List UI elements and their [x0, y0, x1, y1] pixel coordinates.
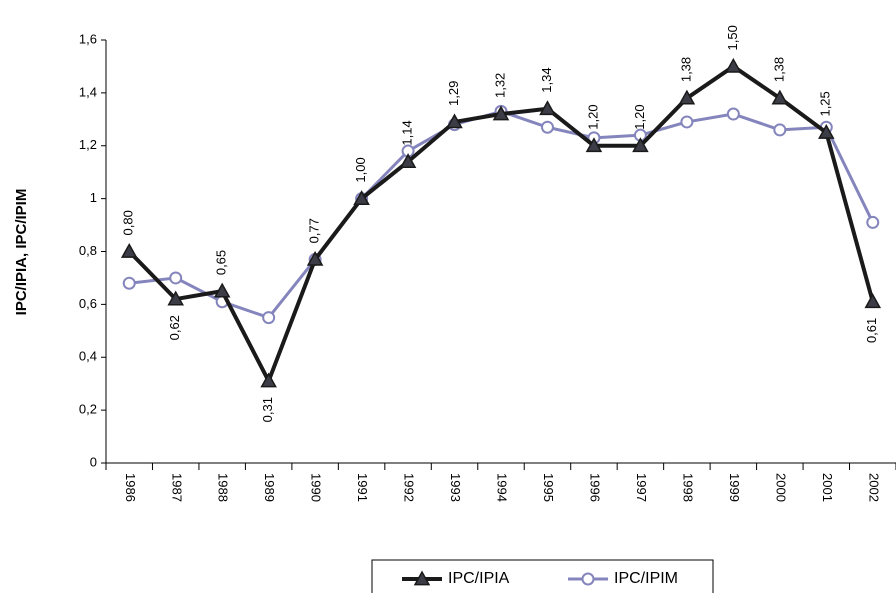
- data-point: [167, 290, 184, 306]
- data-point: [213, 282, 231, 298]
- data-label: 0,65: [214, 250, 229, 275]
- y-tick-label: 0,6: [79, 296, 97, 311]
- data-point: [725, 57, 742, 73]
- y-tick-label: 0,8: [79, 243, 97, 258]
- data-point: [866, 215, 880, 229]
- x-tick-label: 2001: [820, 473, 835, 502]
- legend-label: IPC/IPIA: [448, 570, 510, 587]
- data-point: [818, 123, 835, 139]
- x-tick-label: 2002: [866, 473, 881, 502]
- data-label: 1,34: [539, 67, 554, 92]
- data-point: [632, 137, 649, 153]
- data-point: [540, 120, 554, 134]
- y-tick-label: 1,2: [79, 137, 97, 152]
- data-point: [539, 100, 556, 116]
- data-point: [680, 115, 694, 129]
- data-point: [399, 153, 417, 168]
- x-tick-label: 1996: [588, 473, 603, 502]
- data-point: [169, 271, 183, 285]
- x-tick-label: 1994: [495, 473, 510, 502]
- series-line: [129, 109, 875, 320]
- legend-label: IPC/IPIM: [614, 570, 678, 587]
- data-point: [306, 250, 324, 266]
- data-label: 1,50: [725, 25, 740, 50]
- data-label: 1,25: [818, 91, 833, 116]
- data-label: 1,14: [399, 120, 414, 145]
- legend-box: [371, 559, 714, 593]
- y-tick-label: 0,4: [79, 349, 97, 364]
- data-point: [446, 113, 463, 129]
- x-tick-label: 1997: [634, 473, 649, 502]
- data-label: 1,29: [446, 81, 461, 106]
- data-point: [260, 372, 277, 388]
- x-tick-label: 1986: [123, 473, 138, 502]
- data-point: [492, 105, 510, 121]
- x-tick-label: 1992: [402, 473, 417, 502]
- data-label: 0,77: [307, 218, 322, 243]
- x-tick-label: 1990: [309, 473, 324, 502]
- data-label: 1,20: [632, 104, 647, 129]
- legend-marker: [581, 572, 595, 586]
- x-tick-label: 1999: [727, 473, 742, 502]
- y-axis-label: IPC/IPIA, IPC/IPIM: [13, 189, 30, 316]
- data-point: [353, 190, 370, 205]
- data-label: 0,62: [167, 315, 182, 340]
- data-point: [771, 89, 789, 105]
- x-tick-label: 2000: [773, 473, 788, 502]
- data-point: [773, 123, 787, 137]
- y-tick-label: 1: [90, 190, 97, 205]
- data-label: 0,61: [864, 318, 879, 343]
- x-tick-label: 1987: [169, 473, 184, 502]
- x-tick-label: 1988: [216, 473, 231, 502]
- data-point: [585, 137, 603, 153]
- data-label: 1,20: [585, 104, 600, 129]
- data-point: [726, 107, 740, 121]
- x-tick-label: 1989: [262, 473, 277, 502]
- y-tick-label: 1,4: [79, 84, 97, 99]
- y-tick-label: 0: [90, 454, 97, 469]
- data-point: [864, 293, 882, 309]
- data-point: [122, 276, 136, 290]
- x-tick-label: 1991: [355, 473, 370, 502]
- x-tick-label: 1993: [448, 473, 463, 502]
- data-label: 1,38: [678, 57, 693, 82]
- data-label: 1,32: [492, 73, 507, 98]
- y-tick-label: 0,2: [79, 402, 97, 417]
- data-point: [120, 242, 138, 258]
- data-label: 0,31: [260, 397, 275, 422]
- data-label: 1,38: [771, 57, 786, 82]
- x-tick-label: 1998: [680, 473, 695, 502]
- y-tick-label: 1,6: [79, 31, 97, 46]
- data-label: 0,80: [121, 210, 136, 235]
- legend-marker: [413, 570, 431, 586]
- data-point: [262, 311, 276, 325]
- x-tick-label: 1995: [541, 473, 556, 502]
- data-point: [678, 89, 696, 105]
- data-label: 1,00: [353, 157, 368, 182]
